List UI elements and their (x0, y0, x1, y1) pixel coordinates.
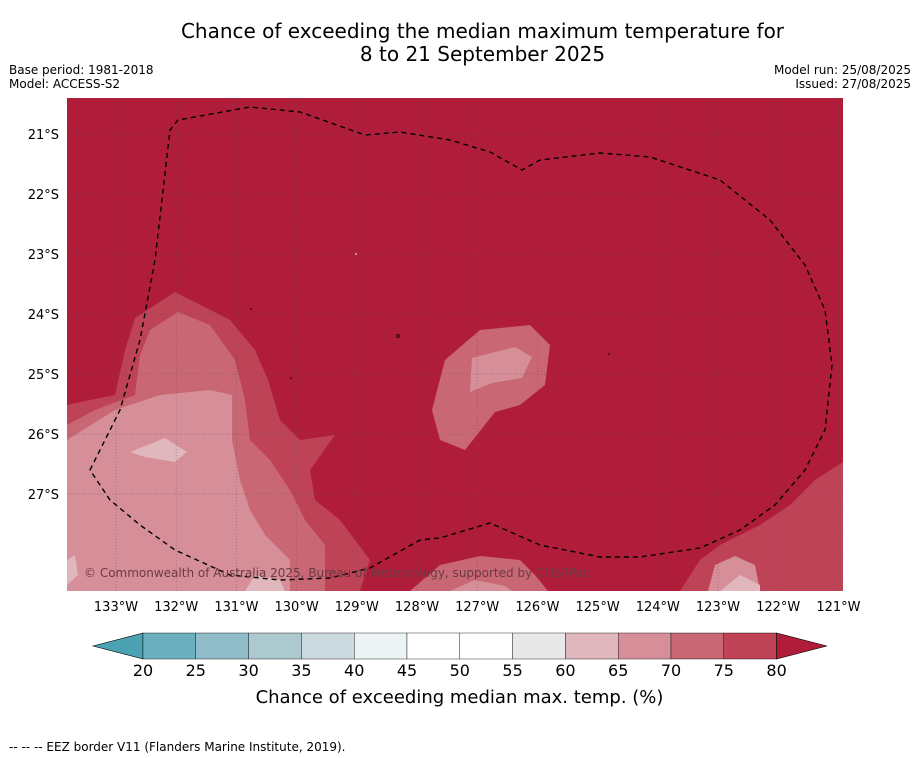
longitude-label: 128°W (395, 600, 439, 615)
latitude-label: 24°S (28, 308, 59, 323)
colorbar-tick: 25 (185, 661, 206, 680)
longitude-label: 131°W (214, 600, 258, 615)
latitude-label: 23°S (28, 248, 59, 263)
colorbar-segment (406, 632, 460, 660)
copyright-notice: © Commonwealth of Australia 2025, Bureau… (84, 566, 590, 580)
colorbar-segment (512, 632, 566, 660)
colorbar-tick: 45 (396, 661, 418, 680)
colorbar-segment (142, 632, 196, 660)
colorbar-segment (618, 632, 672, 660)
latitude-label: 26°S (28, 428, 59, 443)
contour-65-bottom (450, 580, 512, 591)
island-marker (250, 308, 252, 310)
colorbar-tick: 60 (555, 661, 576, 680)
issued-date: Issued: 27/08/2025 (795, 77, 911, 91)
colorbar-tick: 30 (238, 661, 259, 680)
meta-right: Model run: 25/08/2025 Issued: 27/08/2025 (774, 63, 911, 91)
base-period: Base period: 1981-2018 (9, 63, 154, 77)
colorbar-extend-low (91, 632, 144, 660)
latitude-label: 22°S (28, 188, 59, 203)
colorbar-segment (248, 632, 302, 660)
longitude-label: 132°W (154, 600, 198, 615)
island-marker (608, 353, 610, 355)
colorbar-segment (565, 632, 619, 660)
model-run: Model run: 25/08/2025 (773, 63, 911, 77)
latitude-label: 21°S (28, 128, 59, 143)
latitude-label: 27°S (28, 488, 59, 503)
colorbar-segment (195, 632, 249, 660)
longitude-axis: 133°W 132°W 131°W 130°W 129°W 128°W 127°W 126°W… (94, 600, 861, 615)
colorbar-segment (670, 632, 724, 660)
colorbar-tick: 50 (449, 661, 470, 680)
contour-60-patch (130, 438, 187, 462)
contour-60-edge (67, 555, 78, 585)
colorbar-tick: 40 (344, 661, 365, 680)
contour-65-central (470, 347, 532, 392)
eez-border (89, 106, 833, 581)
colorbar-extend-high (776, 632, 828, 660)
graticule (67, 98, 843, 591)
colorbar-segment (301, 632, 355, 660)
latitude-label: 25°S (28, 368, 59, 383)
colorbar-title: Chance of exceeding median max. temp. (%… (255, 687, 664, 708)
latitude-axis: 21°S 22°S 23°S 24°S 25°S 26°S 27°S (28, 128, 59, 503)
island-marker (290, 377, 292, 379)
island-marker (396, 334, 400, 338)
longitude-label: 121°W (816, 600, 860, 615)
colorbar-segment (354, 632, 408, 660)
eez-footnote: -- -- -- EEZ border V11 (Flanders Marine… (9, 740, 346, 754)
longitude-label: 126°W (515, 600, 559, 615)
longitude-label: 133°W (94, 600, 138, 615)
colorbar (91, 632, 828, 660)
contour-65-left (67, 390, 290, 591)
contour-60-right (720, 575, 760, 591)
colorbar-segment (459, 632, 513, 660)
contour-70-bottom (410, 556, 548, 591)
colorbar-tick: 65 (608, 661, 629, 680)
colorbar-tick: 80 (766, 661, 787, 680)
colorbar-segment (723, 632, 777, 660)
colorbar-tick: 35 (291, 661, 312, 680)
model-name: Model: ACCESS-S2 (9, 77, 121, 91)
colorbar-tick: 75 (713, 661, 734, 680)
map-title-line2: 8 to 21 September 2025 (359, 42, 606, 66)
map-title-line1: Chance of exceeding the median maximum t… (180, 19, 785, 43)
longitude-label: 123°W (696, 600, 740, 615)
longitude-label: 127°W (455, 600, 499, 615)
island-marker (355, 253, 357, 255)
colorbar-tick: 20 (132, 661, 154, 680)
colorbar-tick: 55 (502, 661, 523, 680)
colorbar-tick: 70 (660, 661, 682, 680)
longitude-label: 125°W (576, 600, 620, 615)
longitude-label: 122°W (756, 600, 800, 615)
longitude-label: 129°W (335, 600, 379, 615)
longitude-label: 130°W (275, 600, 319, 615)
meta-left: Base period: 1981-2018 Model: ACCESS-S2 (9, 63, 154, 91)
longitude-label: 124°W (636, 600, 680, 615)
